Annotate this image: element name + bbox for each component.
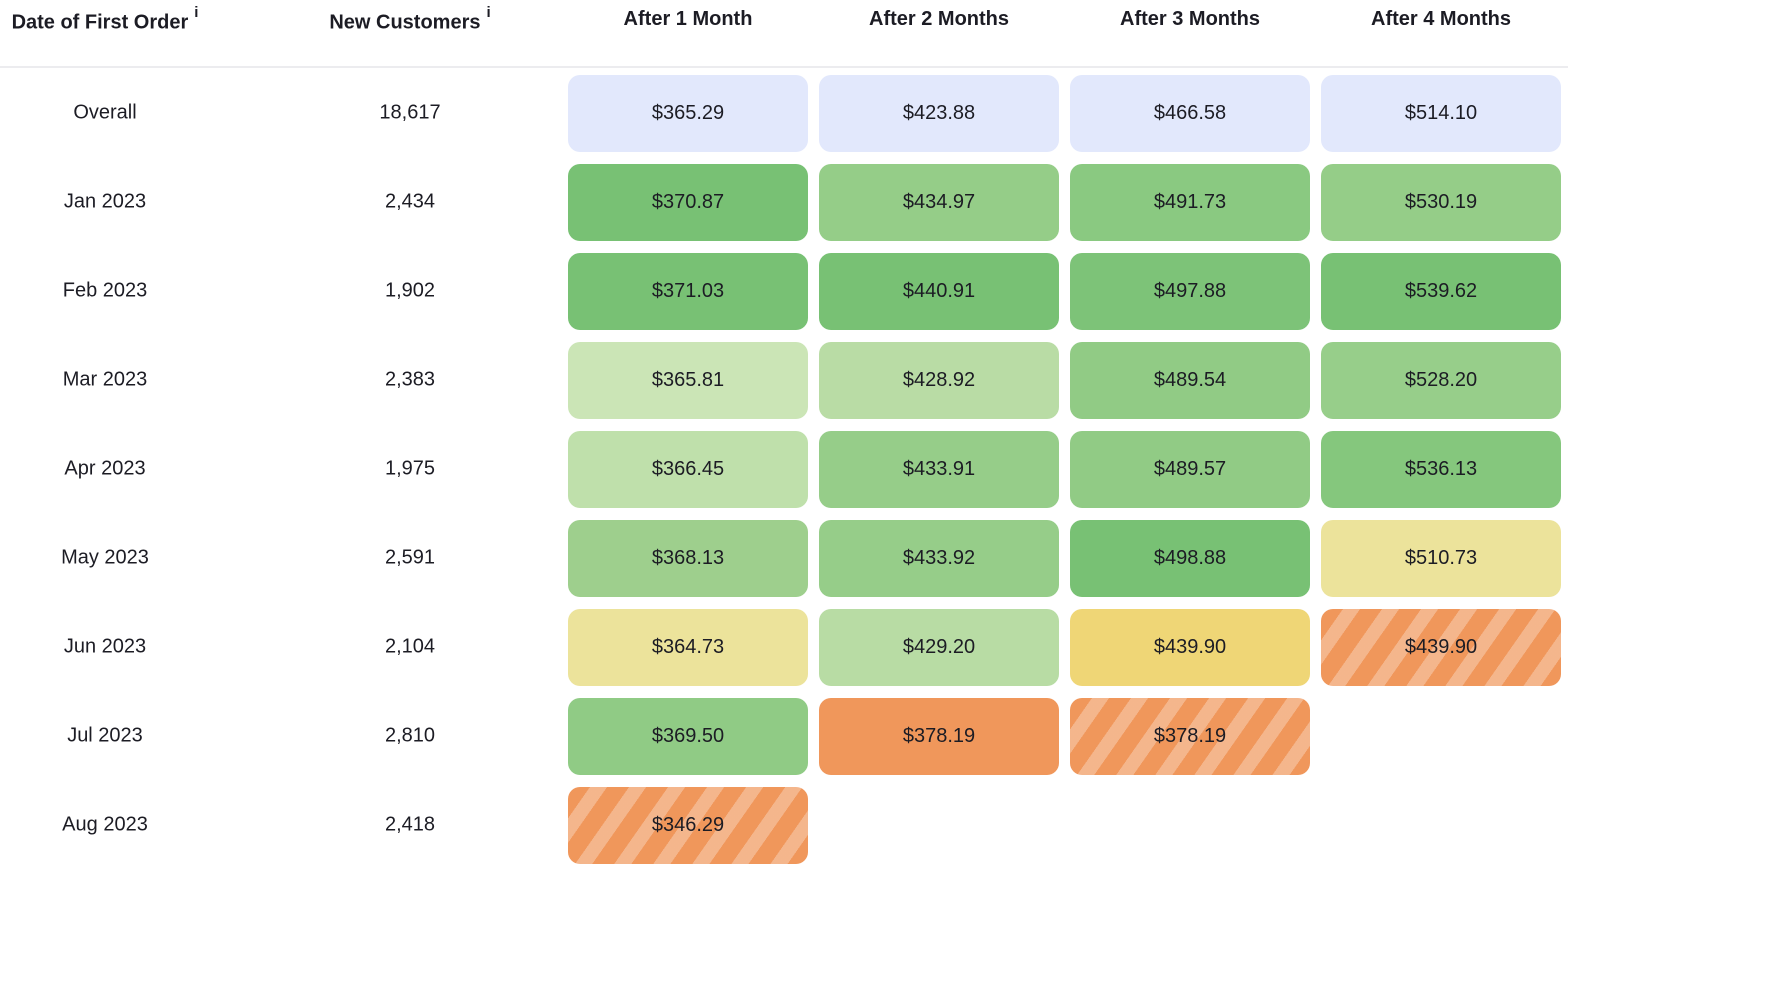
cell: $433.92 bbox=[819, 519, 1059, 597]
column-header-label: After 2 Months bbox=[869, 8, 1009, 30]
info-icon: i bbox=[194, 4, 199, 21]
row-customers: 1,902 bbox=[384, 279, 436, 302]
cell: $539.62 bbox=[1321, 252, 1561, 330]
cell: $466.58 bbox=[1070, 74, 1310, 152]
row-date: Aug 2023 bbox=[62, 813, 148, 836]
column-header-label: New Customers bbox=[329, 11, 481, 34]
cell: $429.20 bbox=[819, 608, 1059, 686]
row-customers: 2,810 bbox=[384, 724, 436, 747]
column-header-label: After 4 Months bbox=[1371, 8, 1511, 30]
cell-partial: $378.19 bbox=[1070, 697, 1310, 775]
column-header-label: After 3 Months bbox=[1120, 8, 1260, 30]
row-customers: 2,418 bbox=[384, 813, 436, 836]
cell: $489.57 bbox=[1070, 430, 1310, 508]
row-date: Overall bbox=[73, 101, 137, 124]
cell: $530.19 bbox=[1321, 163, 1561, 241]
column-header: After 1 Month bbox=[624, 8, 753, 38]
row-customers: 18,617 bbox=[379, 101, 441, 124]
column-header: After 2 Months bbox=[869, 8, 1009, 38]
row-date: Jun 2023 bbox=[63, 635, 147, 658]
cell: $439.90 bbox=[1070, 608, 1310, 686]
cell: $369.50 bbox=[568, 697, 808, 775]
cell: $497.88 bbox=[1070, 252, 1310, 330]
cell: $514.10 bbox=[1321, 74, 1561, 152]
info-icon: i bbox=[486, 4, 491, 21]
row-date: Feb 2023 bbox=[62, 279, 148, 302]
cell: $433.91 bbox=[819, 430, 1059, 508]
row-customers: 1,975 bbox=[384, 457, 436, 480]
cell: $365.81 bbox=[568, 341, 808, 419]
cell: $364.73 bbox=[568, 608, 808, 686]
cell: $510.73 bbox=[1321, 519, 1561, 597]
cell-partial: $346.29 bbox=[568, 786, 808, 864]
cell: $370.87 bbox=[568, 163, 808, 241]
row-customers: 2,104 bbox=[384, 635, 436, 658]
cell: $491.73 bbox=[1070, 163, 1310, 241]
row-date: Jan 2023 bbox=[63, 190, 147, 213]
header-divider bbox=[0, 66, 1568, 68]
row-customers: 2,434 bbox=[384, 190, 436, 213]
cell: $366.45 bbox=[568, 430, 808, 508]
column-header: After 3 Months bbox=[1120, 8, 1260, 38]
column-header-label: Date of First Order bbox=[11, 11, 189, 34]
cell: $428.92 bbox=[819, 341, 1059, 419]
row-date: Apr 2023 bbox=[64, 457, 146, 480]
cell: $378.19 bbox=[819, 697, 1059, 775]
cell: $440.91 bbox=[819, 252, 1059, 330]
cell: $498.88 bbox=[1070, 519, 1310, 597]
column-header-label: After 1 Month bbox=[623, 8, 753, 30]
row-customers: 2,383 bbox=[384, 368, 436, 391]
column-header: After 4 Months bbox=[1371, 8, 1511, 38]
cell: $489.54 bbox=[1070, 341, 1310, 419]
column-header: Date of First Order i bbox=[11, 4, 199, 38]
cell: $371.03 bbox=[568, 252, 808, 330]
cell: $423.88 bbox=[819, 74, 1059, 152]
cell: $434.97 bbox=[819, 163, 1059, 241]
row-date: Jul 2023 bbox=[67, 724, 143, 747]
cell-partial: $439.90 bbox=[1321, 608, 1561, 686]
cell: $368.13 bbox=[568, 519, 808, 597]
cell: $365.29 bbox=[568, 74, 808, 152]
row-date: Mar 2023 bbox=[62, 368, 148, 391]
cell: $528.20 bbox=[1321, 341, 1561, 419]
row-customers: 2,591 bbox=[384, 546, 436, 569]
row-date: May 2023 bbox=[61, 546, 149, 569]
cell: $536.13 bbox=[1321, 430, 1561, 508]
column-header: New Customers i bbox=[329, 4, 490, 38]
